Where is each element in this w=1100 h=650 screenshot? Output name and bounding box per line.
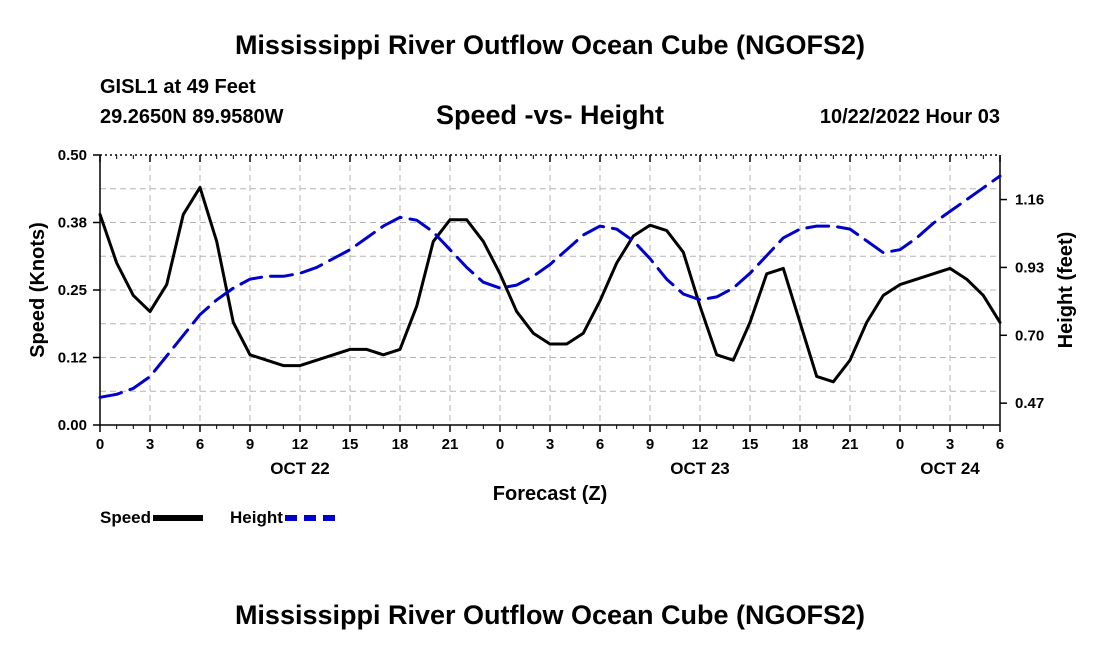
date-label: OCT 23 bbox=[670, 459, 730, 478]
y-tick-label: 0.38 bbox=[58, 215, 87, 232]
y2-tick-label: 0.93 bbox=[1015, 259, 1044, 276]
x-tick-label: 6 bbox=[596, 436, 604, 453]
x-tick-label: 15 bbox=[742, 436, 759, 453]
y2-axis-title: Height (feet) bbox=[1055, 232, 1077, 349]
x-tick-label: 18 bbox=[792, 436, 809, 453]
legend-label-speed: Speed bbox=[100, 508, 152, 527]
legend-swatch-speed bbox=[153, 515, 204, 521]
x-tick-label: 21 bbox=[842, 436, 859, 453]
y2-tick-label: 0.47 bbox=[1015, 395, 1044, 412]
series-line-height bbox=[98, 174, 1002, 399]
x-tick-label: 9 bbox=[646, 436, 654, 453]
date-label: OCT 24 bbox=[920, 459, 980, 478]
series-line-speed bbox=[98, 185, 1002, 384]
x-tick-label: 0 bbox=[896, 436, 904, 453]
legend-label-height: Height bbox=[230, 508, 283, 527]
x-tick-label: 0 bbox=[496, 436, 504, 453]
x-tick-label: 15 bbox=[342, 436, 359, 453]
legend-swatch-height bbox=[284, 515, 335, 521]
coordinates-label: 29.2650N 89.9580W bbox=[100, 106, 284, 128]
y-tick-label: 0.50 bbox=[58, 147, 87, 164]
x-tick-label: 6 bbox=[996, 436, 1004, 453]
axis-labels: 0 3 6 9 12 15 18 21 0 3 6 9 12 15 18 21 0 3 6 OCT 22 OCT 23 O… bbox=[27, 147, 1077, 505]
date-label: OCT 22 bbox=[270, 459, 330, 478]
y-axis-title: Speed (Knots) bbox=[27, 222, 49, 358]
station-label: GISL1 at 49 Feet bbox=[100, 76, 256, 98]
x-tick-label: 9 bbox=[246, 436, 254, 453]
grid-lines bbox=[100, 155, 1000, 425]
chart-subtitle: Speed -vs- Height bbox=[435, 100, 665, 130]
legend-item-height: Height bbox=[230, 508, 335, 528]
x-tick-label: 3 bbox=[546, 436, 554, 453]
axes bbox=[93, 154, 1007, 432]
y-tick-label: 0.12 bbox=[58, 350, 87, 367]
page-title: Mississippi River Outflow Ocean Cube (NG… bbox=[234, 30, 866, 60]
y2-tick-label: 1.16 bbox=[1015, 192, 1044, 209]
x-tick-label: 0 bbox=[96, 436, 104, 453]
y2-tick-label: 0.70 bbox=[1015, 327, 1044, 344]
x-tick-label: 3 bbox=[946, 436, 954, 453]
x-tick-label: 6 bbox=[196, 436, 204, 453]
x-tick-label: 18 bbox=[392, 436, 409, 453]
x-tick-label: 21 bbox=[442, 436, 459, 453]
forecast-datetime: 10/22/2022 Hour 03 bbox=[819, 106, 1000, 128]
x-tick-label: 3 bbox=[146, 436, 154, 453]
x-tick-label: 12 bbox=[692, 436, 709, 453]
x-axis-title: Forecast (Z) bbox=[493, 483, 607, 505]
legend-item-speed: Speed bbox=[100, 508, 204, 528]
series-lines bbox=[98, 174, 1002, 399]
footer-title: Mississippi River Outflow Ocean Cube (NG… bbox=[234, 600, 866, 630]
y-tick-label: 0.25 bbox=[58, 282, 87, 299]
x-tick-label: 12 bbox=[292, 436, 309, 453]
y-tick-label: 0.00 bbox=[58, 417, 87, 434]
